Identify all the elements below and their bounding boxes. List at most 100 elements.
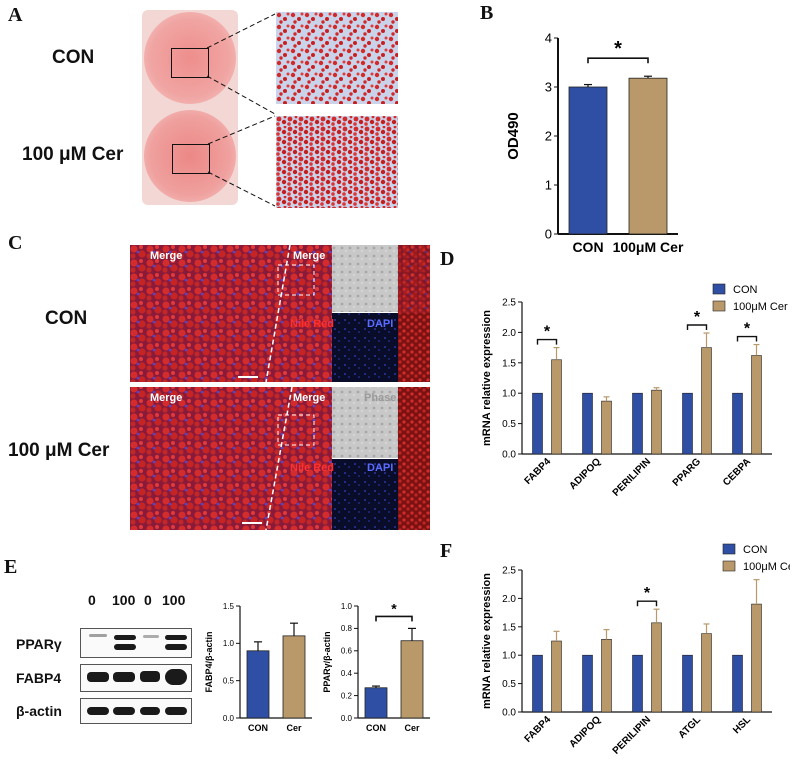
well-cer bbox=[144, 110, 236, 202]
panel-a-row-con: CON bbox=[52, 47, 95, 68]
significance-star: * bbox=[744, 321, 751, 338]
y-tick-label: 1.5 bbox=[223, 602, 235, 611]
bar bbox=[751, 603, 762, 713]
bar bbox=[632, 392, 643, 455]
x-tick-label: ATGL bbox=[677, 714, 704, 741]
significance-star: * bbox=[644, 585, 651, 602]
chart-b-od490: 0 1 2 3 4 OD490 CON 100μM Cer * bbox=[505, 31, 684, 255]
bar bbox=[628, 77, 668, 235]
label-dapi-cer: DAPI bbox=[367, 462, 394, 474]
y-tick-label: 1.5 bbox=[502, 358, 516, 369]
label-merge-con: Merge bbox=[150, 250, 183, 262]
bar bbox=[701, 347, 712, 455]
chart-f-mrna: 0.0 0.5 1.0 1.5 2.0 2.5 mRNA relative expressi… bbox=[481, 543, 790, 757]
x-tick-label: FABP4 bbox=[523, 456, 554, 487]
zoom-box-cer bbox=[172, 144, 210, 174]
x-tick-label: CON bbox=[572, 239, 603, 255]
x-tick-label: HSL bbox=[731, 714, 753, 736]
y-tick-label: 0.5 bbox=[502, 679, 516, 690]
panel-c-row-con: CON bbox=[45, 308, 88, 329]
x-tick-label: PPARG bbox=[671, 456, 704, 489]
legend-swatch bbox=[712, 300, 726, 312]
oil-red-micrograph-con bbox=[276, 12, 398, 104]
significance-bracket bbox=[536, 338, 558, 345]
y-tick-label: 1.0 bbox=[502, 651, 516, 662]
y-tick-label: 0.0 bbox=[341, 714, 353, 723]
y-axis-label: OD490 bbox=[505, 112, 522, 160]
label-merge-cer-zoom: Merge bbox=[293, 392, 326, 404]
legend-label: CON bbox=[743, 544, 768, 556]
panel-f-letter: F bbox=[440, 540, 453, 562]
x-tick-label: CEBPA bbox=[721, 456, 753, 488]
y-tick-label: 0.0 bbox=[502, 708, 516, 719]
y-tick-label: 1.0 bbox=[341, 602, 353, 611]
x-tick-label: CON bbox=[366, 723, 386, 733]
x-tick-label: FABP4 bbox=[523, 714, 554, 745]
panel-c-letter: C bbox=[8, 232, 23, 254]
label-nile-red-cer: Nile Red bbox=[290, 462, 335, 474]
significance-star: * bbox=[544, 324, 551, 341]
x-tick-label: CON bbox=[248, 723, 268, 733]
significance-bracket bbox=[736, 335, 758, 342]
legend-label: 100μM Cer bbox=[743, 561, 790, 573]
x-tick-label: PERILIPIN bbox=[611, 456, 653, 498]
lane-label-1: 0 bbox=[88, 592, 96, 608]
y-tick-label: 1.0 bbox=[223, 639, 235, 648]
zoom-box-con bbox=[171, 48, 209, 78]
bar bbox=[400, 640, 424, 719]
y-tick-label: 2.0 bbox=[502, 594, 516, 605]
label-nile-red-con: Nile Red bbox=[290, 318, 335, 330]
bar bbox=[582, 392, 593, 455]
x-tick-label: Cer bbox=[404, 723, 420, 733]
phase-dapi-images bbox=[332, 245, 398, 530]
x-tick-label: 100μM Cer bbox=[613, 239, 684, 255]
legend-swatch bbox=[712, 283, 726, 295]
zoom-lines bbox=[206, 13, 276, 207]
y-tick-label: 1.5 bbox=[502, 622, 516, 633]
significance-bracket bbox=[686, 324, 708, 331]
y-tick-label: 0.4 bbox=[341, 669, 353, 678]
chart-e-fabp4-ratio: 0.0 0.5 1.0 1.5 FABP4/β-actin CON Cer bbox=[204, 602, 312, 733]
well-plate-image bbox=[142, 10, 238, 205]
y-axis-label: FABP4/β-actin bbox=[204, 631, 214, 692]
y-tick-label: 3 bbox=[545, 80, 552, 95]
legend-swatch bbox=[722, 560, 736, 572]
y-tick-label: 0.6 bbox=[341, 647, 353, 656]
chart-d-mrna: 0.0 0.5 1.0 1.5 2.0 2.5 mRNA relative expressi… bbox=[481, 283, 788, 499]
y-tick-label: 0 bbox=[545, 227, 552, 242]
legend-label: CON bbox=[733, 284, 758, 296]
blot-beta-actin bbox=[80, 698, 192, 724]
y-tick-label: 1.0 bbox=[502, 389, 516, 400]
bar bbox=[568, 86, 608, 235]
y-axis-label: PPARγ/β-actin bbox=[322, 631, 332, 692]
label-merge-con-zoom: Merge bbox=[293, 250, 326, 262]
protein-label-fabp4: FABP4 bbox=[16, 670, 62, 686]
y-axis-label: mRNA relative expression bbox=[481, 573, 493, 709]
bar bbox=[732, 654, 743, 713]
panel-e-letter: E bbox=[4, 556, 18, 578]
x-tick-label: PERILIPIN bbox=[611, 714, 653, 756]
bar bbox=[751, 355, 762, 455]
well-con bbox=[144, 12, 236, 104]
y-tick-label: 2 bbox=[545, 129, 552, 144]
panel-c-row-cer: 100 μM Cer bbox=[8, 440, 110, 461]
y-axis-label: mRNA relative expression bbox=[481, 310, 493, 446]
lane-label-2: 100 bbox=[112, 592, 136, 608]
y-tick-label: 0.5 bbox=[502, 419, 516, 430]
y-tick-label: 1 bbox=[545, 178, 552, 193]
label-dapi-con: DAPI bbox=[367, 318, 394, 330]
panel-a-letter: A bbox=[8, 4, 23, 26]
bar bbox=[246, 650, 270, 719]
protein-label-actin: β-actin bbox=[16, 703, 62, 719]
y-tick-label: 0.5 bbox=[223, 676, 235, 685]
bar bbox=[364, 687, 388, 719]
blot-pparg bbox=[80, 628, 192, 658]
bar bbox=[651, 389, 662, 455]
panel-b-letter: B bbox=[480, 2, 494, 24]
bar bbox=[582, 654, 593, 713]
significance-bracket bbox=[587, 57, 649, 64]
bar bbox=[282, 635, 306, 719]
y-tick-label: 0.2 bbox=[341, 691, 353, 700]
lane-label-3: 0 bbox=[144, 592, 152, 608]
bar bbox=[551, 640, 562, 713]
